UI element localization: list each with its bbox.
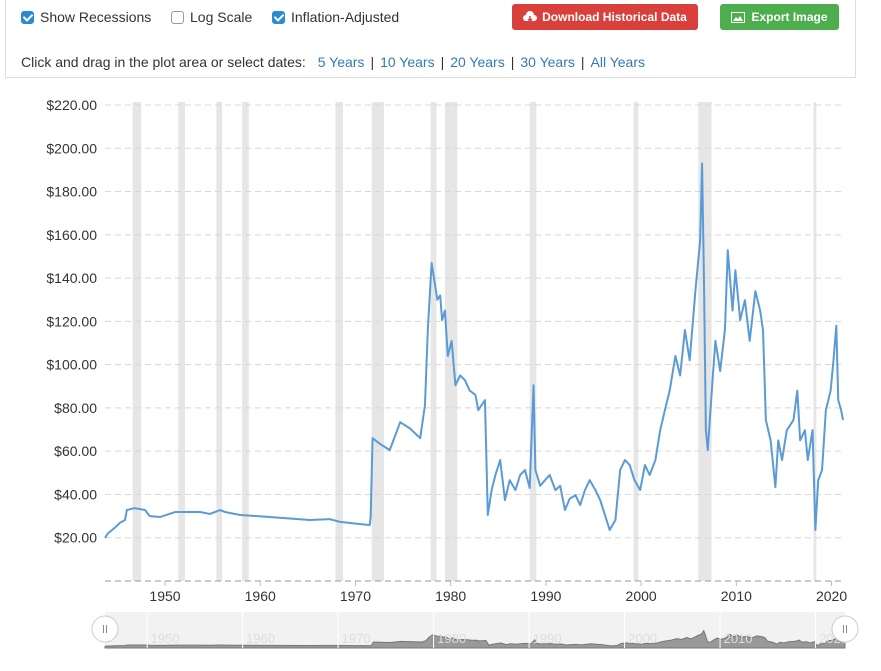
y-tick-label: $120.00 [46,313,97,329]
price-line [104,162,844,539]
recession-band [430,102,437,581]
x-tick-label: 1980 [435,588,466,604]
navigator-label: 1970 [342,631,371,646]
navigator-label: 1960 [246,631,275,646]
navigator-label: 1980 [437,631,466,646]
checkbox-box[interactable] [272,10,285,24]
checkbox[interactable]: Show Recessions [21,9,151,25]
checkbox[interactable]: Log Scale [171,9,252,25]
navigator-label: 2010 [724,631,753,646]
recession-band [132,102,142,581]
control-panel: Show Recessions Log Scale Inflation-Adju… [5,0,856,78]
image-icon [731,11,746,23]
zoom-link[interactable]: 20 Years [450,54,505,70]
zoom-link[interactable]: All Years [590,54,645,70]
checkbox-label[interactable]: Show Recessions [40,9,152,25]
download-button[interactable]: Download Historical Data [512,4,698,30]
navigator-label: 2000 [628,631,657,646]
zoom-link[interactable]: 5 Years [317,54,365,70]
x-tick-label: 2010 [721,588,752,604]
checkbox-label[interactable]: Log Scale [190,9,253,25]
export-button[interactable]: Export Image [720,4,839,30]
zoom-link[interactable]: 30 Years [520,54,575,70]
y-tick-label: $200.00 [46,140,97,156]
cloud-icon [523,11,538,23]
y-tick-label: $140.00 [46,270,97,286]
x-tick-label: 1960 [245,588,276,604]
zoom-link[interactable]: 10 Years [380,54,435,70]
y-tick-label: $100.00 [46,357,97,373]
y-tick-label: $20.00 [54,530,97,546]
y-tick-label: $160.00 [46,227,97,243]
recession-band [633,102,639,581]
y-tick-label: $40.00 [54,486,97,502]
checkbox-box[interactable] [171,10,184,24]
checkbox-box[interactable] [21,10,34,24]
y-tick-label: $80.00 [54,400,97,416]
navigator-series [104,629,846,649]
navigator-handle[interactable] [831,615,859,643]
x-tick-label: 2000 [626,588,657,604]
recession-band [371,102,385,581]
y-tick-label: $60.00 [54,443,97,459]
recession-band [529,102,537,581]
navigator-label: 1950 [151,631,180,646]
handle-circle [831,615,859,643]
x-tick-label: 1950 [149,588,180,604]
button-label[interactable]: Export Image [751,10,828,24]
handle-circle [91,615,119,643]
recession-band [335,102,344,581]
button-label[interactable]: Download Historical Data [542,10,687,24]
y-tick-label: $180.00 [46,184,97,200]
x-tick-label: 1990 [530,588,561,604]
recession-band [178,102,185,581]
recession-band [216,102,223,581]
y-tick-label: $220.00 [46,97,97,113]
checkbox-label[interactable]: Inflation-Adjusted [291,9,400,25]
recession-band [242,102,249,581]
x-tick-label: 2020 [816,588,847,604]
navigator-handle[interactable] [91,615,119,643]
navigator-label: 1990 [533,631,562,646]
checkbox[interactable]: Inflation-Adjusted [272,9,399,25]
zoom-bar: Click and drag in the plot area or selec… [21,54,645,70]
zoom-prompt: Click and drag in the plot area or selec… [21,54,306,70]
x-tick-label: 1970 [340,588,371,604]
recession-band [813,102,817,581]
